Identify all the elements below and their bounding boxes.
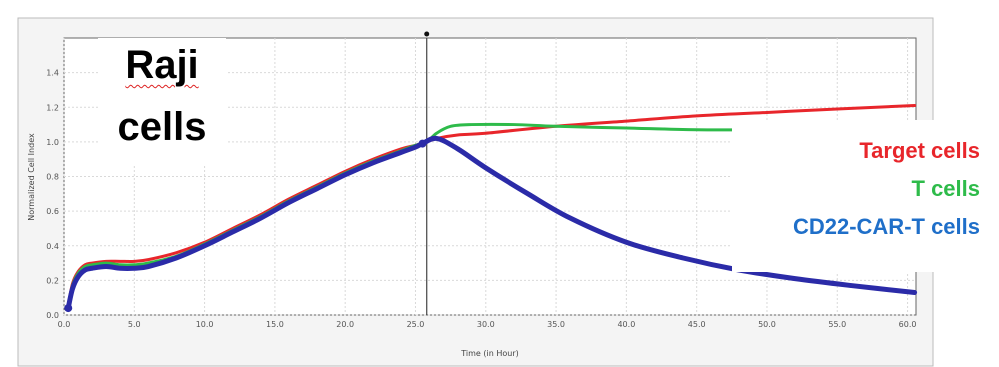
series-point	[418, 139, 427, 148]
chart-title: Raji cells	[98, 38, 226, 164]
x-tick-label: 50.0	[758, 320, 776, 329]
y-tick-label: 0.2	[46, 276, 59, 285]
y-axis-label: Normalized Cell Index	[27, 133, 36, 221]
y-tick-label: 0.6	[46, 207, 59, 216]
y-tick-label: 0.8	[46, 173, 59, 182]
y-tick-label: 1.2	[46, 103, 59, 112]
x-tick-label: 20.0	[336, 320, 354, 329]
series-layer	[64, 104, 918, 313]
x-tick-label: 30.0	[477, 320, 495, 329]
x-tick-label: 25.0	[407, 320, 425, 329]
addition-marker-dot	[424, 31, 430, 37]
y-tick-label: 1.4	[46, 69, 59, 78]
x-tick-label: 45.0	[688, 320, 706, 329]
x-tick-label: 40.0	[617, 320, 635, 329]
y-tick-label: 0.0	[46, 311, 59, 320]
legend-item-cd22-car-t-cells: CD22-CAR-T cells	[792, 214, 980, 239]
x-tick-label: 15.0	[266, 320, 284, 329]
x-tick-label: 60.0	[899, 320, 917, 329]
x-tick-label: 0.0	[58, 320, 71, 329]
x-tick-label: 10.0	[196, 320, 214, 329]
y-tick-label: 1.0	[46, 138, 59, 147]
x-tick-label: 35.0	[547, 320, 565, 329]
x-axis-label: Time (in Hour)	[460, 349, 518, 358]
x-tick-label: 55.0	[828, 320, 846, 329]
series-line-target-cells	[66, 104, 917, 308]
x-tick-label: 5.0	[128, 320, 141, 329]
tick-layer: 0.0 5.0 10.0 15.0 20.0 25.0 30.0 35.0 40.0 45.0 50…	[46, 69, 916, 329]
chart-title-line-2: cells	[117, 105, 207, 149]
legend: Target cells T cells CD22-CAR-T cells	[732, 120, 994, 272]
legend-item-target-cells: Target cells	[859, 138, 980, 163]
series-point	[64, 304, 73, 313]
y-tick-label: 0.4	[46, 242, 59, 251]
series-line-cd22-car-t-cells	[65, 135, 918, 311]
legend-item-t-cells: T cells	[911, 176, 980, 201]
chart-title-line-1: Raji	[125, 43, 199, 87]
